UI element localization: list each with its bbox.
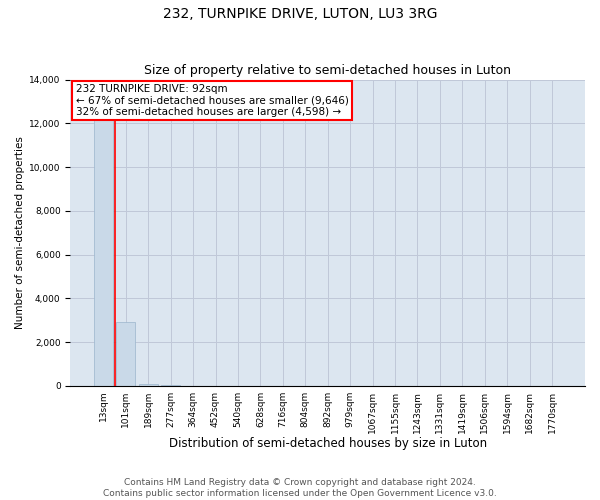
Title: Size of property relative to semi-detached houses in Luton: Size of property relative to semi-detach… (144, 64, 511, 77)
Bar (161, 385, 180, 386)
Bar (139, 384, 158, 386)
Text: Contains HM Land Registry data © Crown copyright and database right 2024.
Contai: Contains HM Land Registry data © Crown c… (103, 478, 497, 498)
Bar (94, 89, 113, 386)
Bar (116, 322, 135, 386)
X-axis label: Distribution of semi-detached houses by size in Luton: Distribution of semi-detached houses by … (169, 437, 487, 450)
Text: 232 TURNPIKE DRIVE: 92sqm
← 67% of semi-detached houses are smaller (9,646)
32% : 232 TURNPIKE DRIVE: 92sqm ← 67% of semi-… (76, 84, 349, 117)
Y-axis label: Number of semi-detached properties: Number of semi-detached properties (15, 136, 25, 329)
Text: 232, TURNPIKE DRIVE, LUTON, LU3 3RG: 232, TURNPIKE DRIVE, LUTON, LU3 3RG (163, 8, 437, 22)
